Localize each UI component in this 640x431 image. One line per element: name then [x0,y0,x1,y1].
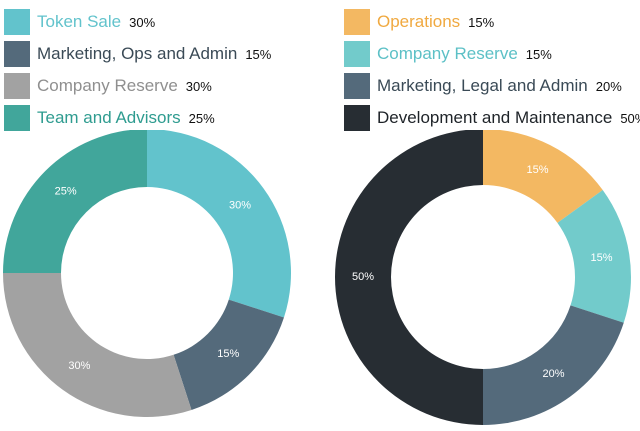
legend-item-operations: Operations 15% [344,6,640,38]
legend-item-development-maintenance: Development and Maintenance 50% [344,102,640,134]
slice-percent-label: 20% [543,368,565,380]
legend-percent: 30% [185,78,212,94]
donut-slice [483,130,603,223]
legend-percent: 15% [245,46,272,62]
legend-item-company-reserve: Company Reserve 30% [4,70,271,102]
legend-item-marketing-legal-admin: Marketing, Legal and Admin 20% [344,70,640,102]
donut-chart-token-allocation: 30% 15% 30% 25% [3,130,291,418]
legend-label: Marketing, Legal and Admin [377,76,588,95]
donut-slice [147,130,291,318]
donut-slice [3,273,192,418]
donut-slice [173,299,284,410]
slice-percent-label: 30% [229,199,251,211]
legend-item-company-reserve: Company Reserve 15% [344,38,640,70]
donut-slice [557,190,631,323]
slice-percent-label: 15% [591,252,613,264]
legend-swatch [4,73,30,99]
slice-percent-label: 25% [55,186,77,198]
legend-swatch [4,41,30,67]
legend-swatch [4,105,30,131]
legend-label: Operations [377,12,461,31]
legend-percent: 15% [468,14,495,30]
donut-slice [3,130,147,273]
legend-label: Marketing, Ops and Admin [37,44,238,63]
donut-chart-fund-allocation: 15% 15% 20% 50% [335,130,631,425]
legend-label: Company Reserve [37,76,178,95]
legend-label: Development and Maintenance [377,108,613,127]
legend-swatch [4,9,30,35]
donut-slice [335,130,483,425]
legend-label: Team and Advisors [37,108,181,127]
legend-percent: 20% [595,78,622,94]
legend-percent: 50% [620,110,640,126]
slice-percent-label: 15% [217,348,239,360]
donut-slice [483,305,624,425]
slice-percent-label: 30% [68,360,90,372]
legend-swatch [344,41,370,67]
slice-percent-label: 15% [526,164,548,176]
slice-percent-label: 50% [352,271,374,283]
legend-item-team-advisors: Team and Advisors 25% [4,102,271,134]
legend-left: Token Sale 30% Marketing, Ops and Admin … [4,6,271,134]
legend-percent: 30% [129,14,156,30]
legend-swatch [344,73,370,99]
legend-percent: 15% [525,46,552,62]
legend-label: Token Sale [37,12,122,31]
legend-item-token-sale: Token Sale 30% [4,6,271,38]
legend-swatch [344,105,370,131]
legend-swatch [344,9,370,35]
legend-percent: 25% [188,110,215,126]
legend-right: Operations 15% Company Reserve 15% Marke… [344,6,640,134]
legend-item-marketing-ops-admin: Marketing, Ops and Admin 15% [4,38,271,70]
legend-label: Company Reserve [377,44,518,63]
